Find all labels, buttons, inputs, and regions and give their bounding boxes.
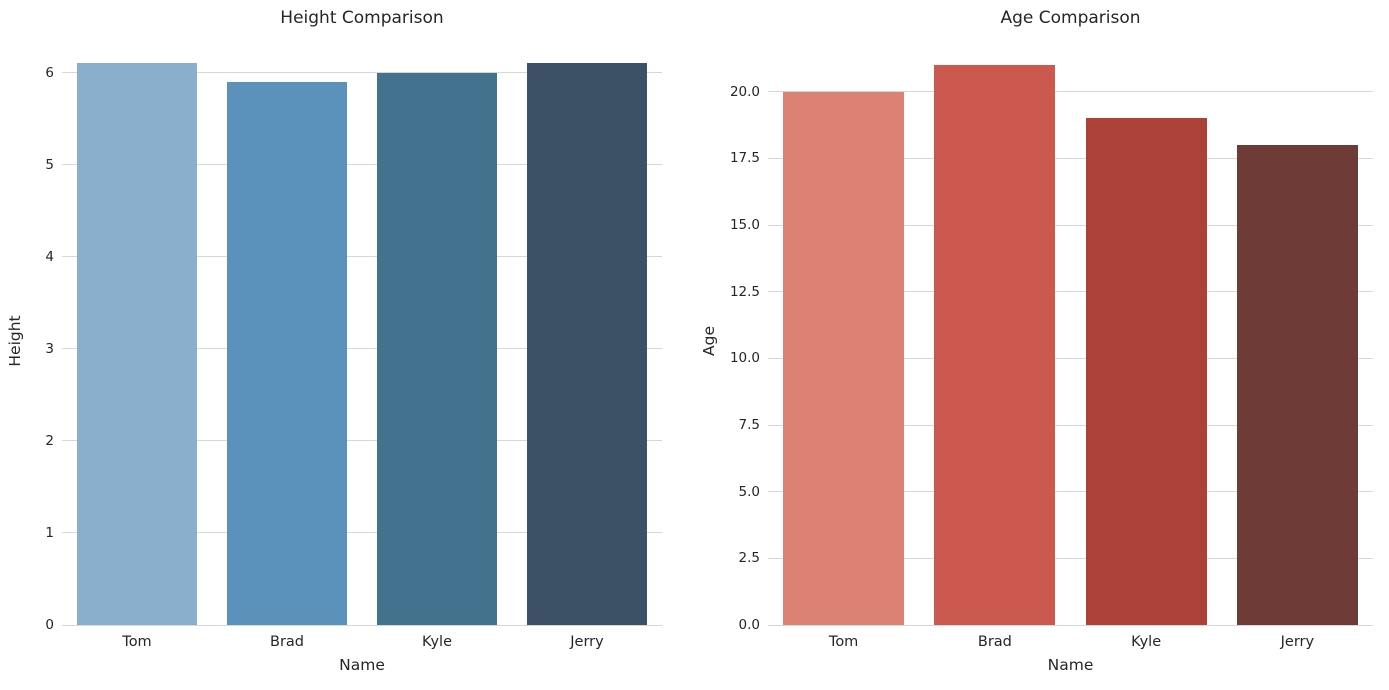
chart-title: Height Comparison <box>280 8 444 28</box>
bar-brad <box>227 81 347 625</box>
y-tick-label: 20.0 <box>729 83 760 100</box>
gridline <box>768 491 1373 493</box>
y-tick-label: 5.0 <box>738 483 760 500</box>
y-tick-label: 2 <box>45 432 54 449</box>
x-tick-label: Jerry <box>570 634 604 650</box>
plot-area: 0 1 2 3 4 5 6 Tom Brad Kyle Jerry <box>45 57 662 650</box>
x-tick-label: Tom <box>828 634 859 650</box>
gridline <box>768 291 1373 293</box>
y-tick-label: 5 <box>45 156 54 173</box>
x-tick-label: Kyle <box>422 634 452 650</box>
gridline <box>768 624 1373 626</box>
plot-area: 0.0 2.5 5.0 7.5 10.0 12.5 15.0 17.5 20.0 Tom Brad K… <box>730 57 1373 650</box>
y-tick-label: 4 <box>45 248 54 265</box>
y-tick-label: 12.5 <box>729 283 760 300</box>
chart-title: Age Comparison <box>1000 8 1141 28</box>
y-tick-label: 2.5 <box>738 550 760 567</box>
y-tick-label: 3 <box>45 340 54 357</box>
y-tick-label: 0 <box>45 617 54 633</box>
gridline <box>768 357 1373 359</box>
y-tick-label: 10.0 <box>729 350 760 367</box>
bar-tom <box>77 63 197 625</box>
bar-tom <box>783 91 905 625</box>
y-tick-label: 17.5 <box>729 150 760 167</box>
y-tick-label: 1 <box>45 524 54 541</box>
y-tick-label: 7.5 <box>738 417 760 433</box>
gridline <box>62 72 662 74</box>
x-axis-label: Name <box>339 656 385 674</box>
x-tick-label: Tom <box>122 634 152 650</box>
gridline <box>768 91 1373 93</box>
y-tick-label: 6 <box>45 64 54 81</box>
gridline <box>62 164 662 166</box>
gridline <box>768 424 1373 426</box>
x-tick-label: Kyle <box>1131 634 1162 650</box>
gridline <box>62 624 662 626</box>
bar-kyle <box>1085 118 1207 625</box>
y-tick-label: 0.0 <box>738 617 760 633</box>
age-chart: Age Comparison Age 0.0 2.5 5.0 7.5 10.0 12.5 1… <box>694 0 1389 690</box>
gridline <box>62 256 662 258</box>
x-tick-label: Brad <box>977 634 1012 650</box>
x-tick-label: Jerry <box>1280 634 1315 650</box>
y-tick-label: 15.0 <box>729 217 760 233</box>
gridline <box>768 557 1373 559</box>
bar-brad <box>934 65 1056 625</box>
bar-kyle <box>377 72 497 625</box>
gridline <box>62 532 662 534</box>
gridline <box>768 157 1373 159</box>
bar-jerry <box>1236 145 1358 625</box>
bar-jerry <box>527 63 647 625</box>
gridline <box>62 440 662 442</box>
x-tick-label: Brad <box>270 634 304 650</box>
gridline <box>768 224 1373 226</box>
x-axis-label: Name <box>1047 656 1094 674</box>
gridline <box>62 348 662 350</box>
height-chart: Height Comparison Height 0 1 2 3 4 5 6 Tom Brad K… <box>0 0 694 690</box>
